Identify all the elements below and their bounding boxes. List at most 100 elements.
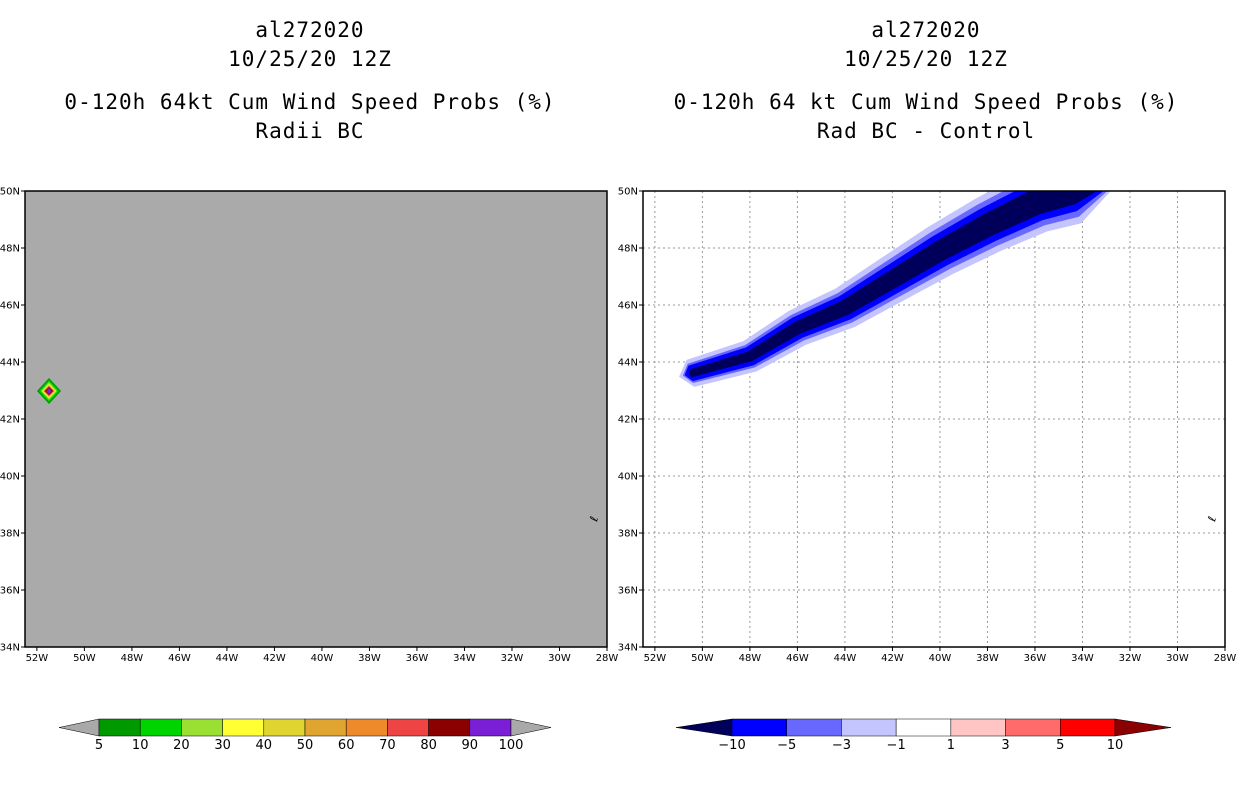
x-tick-label: 38W	[976, 653, 999, 664]
storm-id: al272020	[255, 18, 365, 42]
y-tick-label: 46N	[0, 301, 20, 312]
x-tick-label: 42W	[263, 653, 286, 664]
x-tick-label: 32W	[501, 653, 524, 664]
x-tick-label: 36W	[406, 653, 429, 664]
x-tick-label: 46W	[786, 653, 809, 664]
y-tick-label: 50N	[0, 187, 20, 198]
y-tick-label: 40N	[0, 472, 20, 483]
colorbar-label: 10	[132, 738, 149, 753]
forecast-time: 10/25/20 12Z	[228, 47, 392, 71]
x-tick-label: 42W	[881, 653, 904, 664]
y-tick-label: 38N	[0, 529, 20, 540]
y-tick-label: 44N	[0, 358, 20, 369]
colorbar-swatch	[1060, 718, 1116, 737]
x-tick-label: 46W	[168, 653, 191, 664]
x-tick-label: 36W	[1024, 653, 1047, 664]
x-tick-label: 34W	[1071, 653, 1094, 664]
colorbar-label: 1	[947, 738, 955, 753]
colorbar-label: 10	[1107, 738, 1124, 753]
y-tick-label: 38N	[618, 529, 638, 540]
colorbar-swatch	[895, 718, 952, 737]
product-title: 0-120h 64 kt Cum Wind Speed Probs (%)	[673, 90, 1179, 114]
colorbar-swatch	[1005, 718, 1061, 737]
colorbar-label: 5	[1056, 738, 1064, 753]
x-tick-label: 48W	[121, 653, 144, 664]
colorbar-label: 60	[338, 738, 355, 753]
colorbar-low-arrow	[675, 718, 733, 737]
colorbar-swatch	[428, 718, 471, 737]
y-tick-label: 48N	[0, 244, 20, 255]
x-tick-label: 44W	[834, 653, 857, 664]
x-tick-label: 38W	[358, 653, 381, 664]
colorbar-swatch	[263, 718, 306, 737]
colorbar-swatch	[469, 718, 512, 737]
product-subtitle: Radii BC	[255, 119, 365, 143]
y-tick-label: 36N	[618, 586, 638, 597]
left-map-frame	[24, 190, 608, 648]
colorbar-label: 30	[214, 738, 231, 753]
colorbar-label: 3	[1001, 738, 1009, 753]
y-tick-label: 40N	[618, 472, 638, 483]
colorbar-low-arrow	[58, 718, 100, 737]
colorbar-label: 5	[95, 738, 103, 753]
x-tick-label: 50W	[73, 653, 96, 664]
colorbar-label: 20	[173, 738, 190, 753]
product-title: 0-120h 64kt Cum Wind Speed Probs (%)	[64, 90, 556, 114]
y-tick-label: 44N	[618, 358, 638, 369]
y-tick-label: 46N	[618, 301, 638, 312]
right-axes: 52W 50W 48W 46W 44W 42W 40W 38W 36W 34W 32W 30W 28W 3…	[618, 187, 1236, 665]
colorbar-label: 40	[256, 738, 273, 753]
colorbar-swatch	[139, 718, 182, 737]
x-tick-label: 32W	[1119, 653, 1142, 664]
x-tick-label: 48W	[739, 653, 762, 664]
colorbar-swatch	[950, 718, 1006, 737]
product-subtitle: Rad BC - Control	[816, 119, 1036, 143]
colorbar-label: −10	[718, 738, 745, 753]
x-tick-label: 44W	[216, 653, 239, 664]
colorbar-high-arrow	[1114, 718, 1172, 737]
x-tick-label: 50W	[691, 653, 714, 664]
x-tick-label: 52W	[26, 653, 49, 664]
colorbar-label: 80	[420, 738, 437, 753]
left-axes: 52W 50W 48W 46W 44W 42W 40W 38W 36W 34W 32W 30W 28W 3…	[0, 187, 618, 665]
left-map-background	[25, 191, 607, 647]
colorbar-swatch	[345, 718, 388, 737]
colorbar-label: 50	[297, 738, 314, 753]
left-map-panel: 52W 50W 48W 46W 44W 42W 40W 38W 36W 34W 32W 30W 28W 3…	[0, 187, 618, 665]
colorbar-label: 70	[379, 738, 396, 753]
x-tick-label: 34W	[453, 653, 476, 664]
y-tick-label: 34N	[0, 643, 20, 654]
colorbar-label: −5	[777, 738, 796, 753]
colorbar-swatch	[731, 718, 787, 737]
y-tick-label: 42N	[0, 415, 20, 426]
colorbar-label: −3	[832, 738, 851, 753]
probability-blob	[37, 378, 61, 404]
coast-glyph: ℓ	[587, 515, 601, 524]
x-tick-label: 40W	[929, 653, 952, 664]
y-tick-label: 42N	[618, 415, 638, 426]
colorbar-swatch	[304, 718, 347, 737]
x-tick-label: 52W	[644, 653, 667, 664]
x-tick-label: 40W	[311, 653, 334, 664]
forecast-time: 10/25/20 12Z	[844, 47, 1008, 71]
difference-colorbar: −10 −5 −3 −1 1 3 5 10	[675, 718, 1172, 753]
colorbar-swatch	[181, 718, 223, 737]
right-map-panel: 52W 50W 48W 46W 44W 42W 40W 38W 36W 34W 32W 30W 28W 3…	[618, 187, 1236, 665]
right-panel-title: al272020 10/25/20 12Z 0-120h 64 kt Cum W…	[616, 16, 1236, 146]
x-tick-label: 30W	[548, 653, 571, 664]
storm-id: al272020	[871, 18, 981, 42]
left-panel-title: al272020 10/25/20 12Z 0-120h 64kt Cum Wi…	[0, 16, 620, 146]
y-tick-label: 48N	[618, 244, 638, 255]
x-tick-label: 28W	[1214, 653, 1236, 664]
x-tick-label: 28W	[596, 653, 619, 664]
colorbar-swatch	[786, 718, 842, 737]
colorbar-swatch	[387, 718, 429, 737]
colorbar-swatch	[222, 718, 265, 737]
y-tick-label: 50N	[618, 187, 638, 198]
difference-band	[679, 191, 1111, 387]
coast-glyph: ℓ	[1205, 515, 1219, 524]
band-level-minus10	[688, 191, 1098, 378]
y-tick-label: 34N	[618, 643, 638, 654]
y-tick-label: 36N	[0, 586, 20, 597]
